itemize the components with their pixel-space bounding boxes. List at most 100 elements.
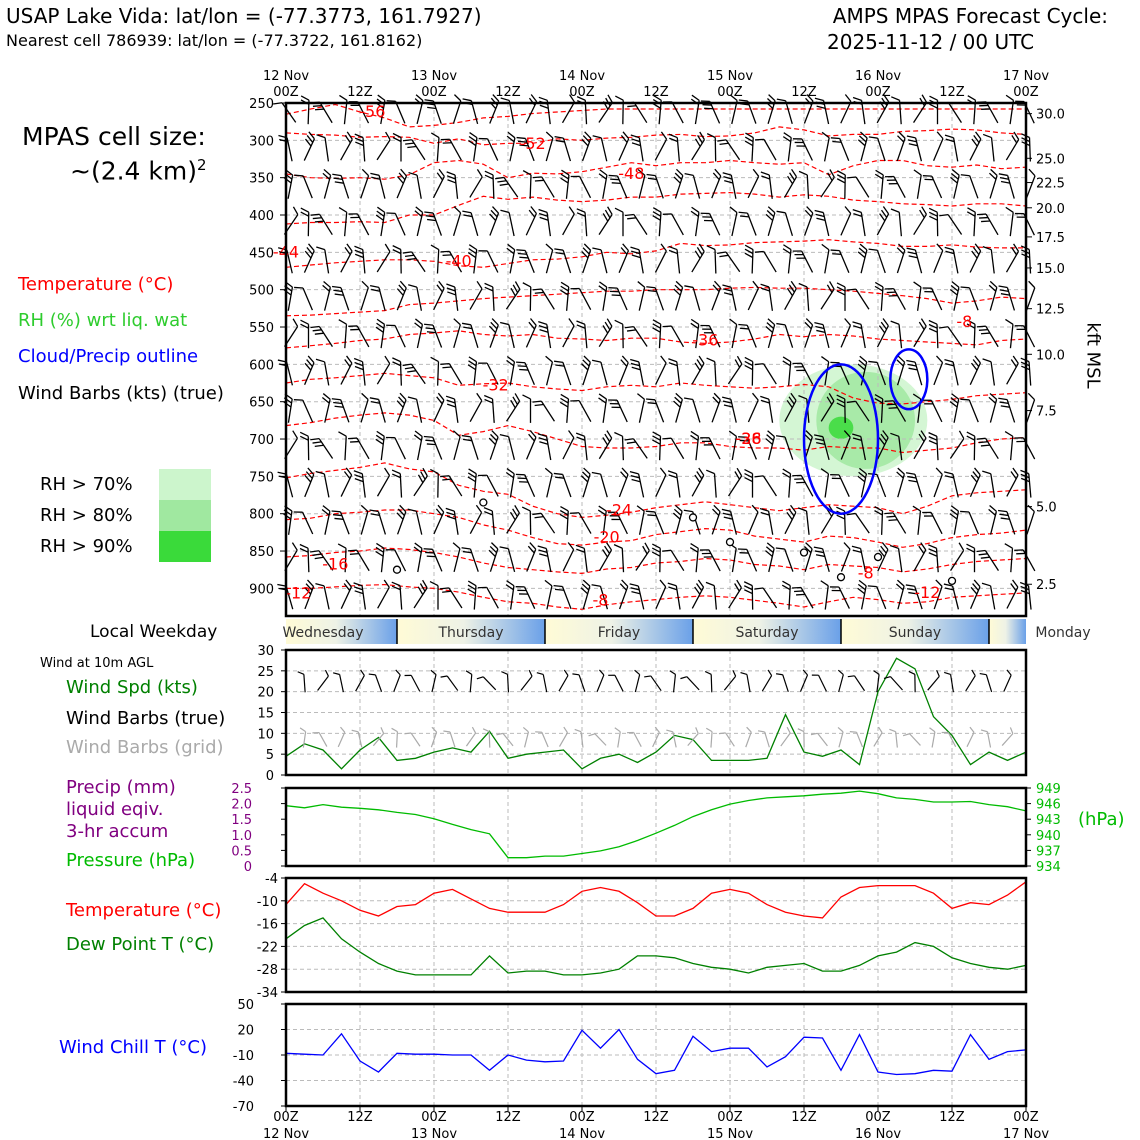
wind-barb-staff <box>621 436 624 461</box>
wind-barb-staff <box>561 101 576 124</box>
wind-barb <box>836 506 846 535</box>
wind-barb-flag <box>990 168 998 176</box>
wind-barb-staff <box>714 249 717 274</box>
wind-barb-staff <box>486 250 499 273</box>
wind-barb-flag <box>744 364 753 371</box>
wind-barb <box>360 168 370 199</box>
wind-barb <box>506 393 521 422</box>
wind-barb-flag <box>467 584 477 591</box>
wind-barb <box>370 172 386 199</box>
weekday-name: Wednesday <box>282 625 363 641</box>
pressure-tick-label: 850 <box>249 545 274 560</box>
wind-barb <box>672 504 683 535</box>
wind-barb-10m-flag <box>873 670 880 675</box>
wind-barb <box>1006 579 1019 609</box>
wind-barb-flag <box>736 579 742 589</box>
wind-barb-flag <box>935 467 943 475</box>
wind-barb-flag <box>744 136 754 143</box>
wind-barb <box>814 322 830 349</box>
wind-barb-flag <box>528 209 536 218</box>
wind-barb <box>874 281 884 311</box>
wind-barb-staff <box>913 437 927 460</box>
wind-barb <box>913 169 922 199</box>
wind-barb-flag <box>813 434 824 438</box>
wind-barb-flag <box>1010 471 1017 480</box>
wind-barb-flag <box>776 210 786 214</box>
wind-barb-flag <box>797 507 807 512</box>
wind-barb <box>906 247 923 274</box>
wind-barb-10m <box>520 669 533 691</box>
wind-barb-flag <box>684 285 694 289</box>
wind-barb-flag <box>929 215 938 221</box>
wind-barb <box>1006 355 1019 385</box>
calm-wind-circle <box>725 537 735 547</box>
wind-barb-flag <box>477 474 487 477</box>
wind-barb-staff <box>302 175 313 199</box>
wind-barb-staff <box>897 585 905 610</box>
wind-barb-flag <box>331 510 341 513</box>
wind-barb-flag <box>832 140 842 143</box>
wind-barb-flag <box>581 138 589 147</box>
pressure-tick-label: 650 <box>249 396 274 411</box>
wind-barb-flag <box>539 328 549 333</box>
wind-barb-flag <box>697 579 705 588</box>
wind-barb <box>717 251 741 273</box>
wind-barb <box>559 505 569 535</box>
wind-barb-flag <box>348 437 358 440</box>
wind-barb <box>689 543 699 573</box>
wind-barb-flag <box>334 517 344 520</box>
wind-barb <box>737 548 758 572</box>
wind-barb <box>505 580 515 610</box>
wind-barb-flag <box>305 583 313 591</box>
wind-barb-10m-staff <box>374 674 383 692</box>
wind-barb-staff <box>822 548 830 572</box>
wind-barb <box>526 542 537 572</box>
wind-barb <box>484 394 495 423</box>
wind-barb-flag <box>884 512 894 515</box>
wind-barb <box>506 505 520 534</box>
wind-barb-staff <box>1028 361 1032 386</box>
wind-barb-grid-flag <box>614 727 621 733</box>
wind-barb-staff <box>822 100 830 125</box>
wind-barb <box>743 581 754 610</box>
wind-barb <box>654 131 668 161</box>
wind-barb <box>792 586 814 609</box>
wind-barb-flag <box>920 542 927 551</box>
wind-barb <box>744 244 754 274</box>
wind-barb-flag <box>768 94 776 102</box>
wind-barb-flag <box>829 169 835 178</box>
wind-barb <box>928 432 939 461</box>
wind-barb <box>781 580 791 610</box>
wind-barb-flag <box>950 285 959 292</box>
wind-barb-flag <box>728 430 737 437</box>
wind-barb-staff <box>670 437 685 460</box>
wind-barb-flag <box>630 358 640 363</box>
wind-barb-flag <box>721 508 731 512</box>
wind-barb-staff <box>731 436 738 461</box>
wind-barb <box>654 243 667 273</box>
wind-barb-staff <box>524 362 536 386</box>
wind-barb <box>782 132 792 162</box>
wind-barb <box>662 213 684 236</box>
wind-barb-staff <box>376 363 391 385</box>
wind-barb-grid <box>849 731 864 748</box>
wind-barb-flag <box>452 542 461 550</box>
wind-barb-flag <box>979 216 989 219</box>
wind-barb-flag <box>976 437 986 440</box>
wind-barb <box>360 504 369 535</box>
wind-barb <box>912 505 922 535</box>
wind-barb-flag <box>506 355 515 363</box>
wind-barb-flag <box>897 355 906 363</box>
wind-barb-flag <box>462 550 472 554</box>
wind-barb-flag <box>426 555 436 558</box>
wind-barb-flag <box>555 252 565 255</box>
wind-barb-flag <box>468 244 478 251</box>
wind-barb <box>738 323 757 348</box>
wind-barb-flag <box>695 583 703 592</box>
wind-barb-staff <box>877 437 889 460</box>
wind-barb-staff <box>787 361 792 386</box>
wind-barb-flag <box>752 280 759 289</box>
wind-barb <box>690 318 700 349</box>
calm-wind-circle <box>392 565 402 574</box>
